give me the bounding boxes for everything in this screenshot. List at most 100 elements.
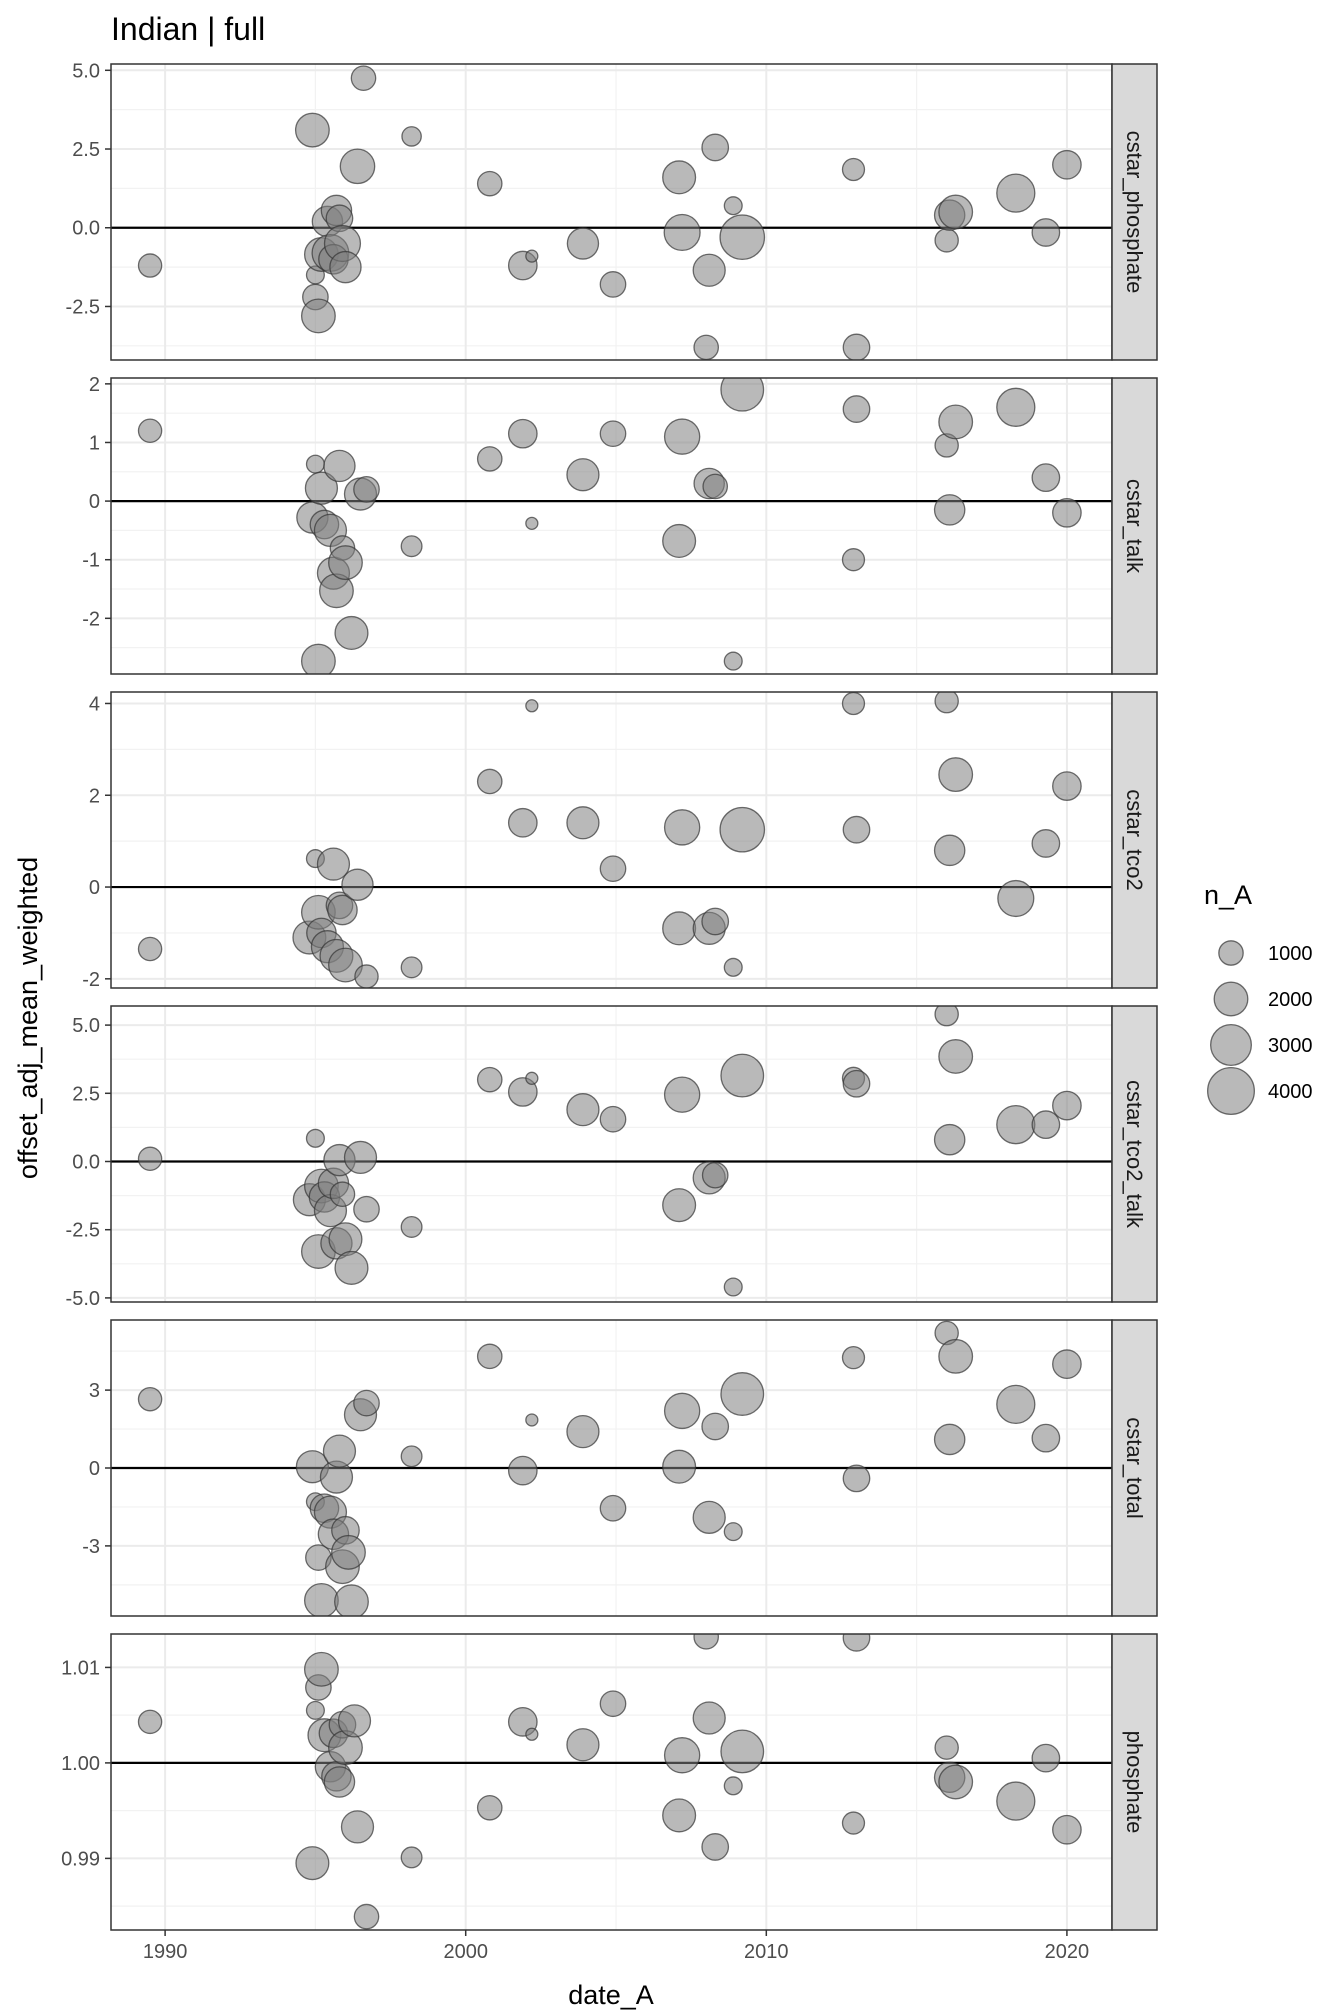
data-point <box>328 1222 363 1257</box>
data-point <box>997 879 1035 918</box>
facet-panels: -2.5 0.0 2.5 5.0 cstar_phosphate -2 -1 0 1 2 cstar… <box>61 60 1158 1931</box>
data-point <box>328 545 363 581</box>
legend-symbol <box>1213 981 1249 1017</box>
data-point <box>702 473 729 500</box>
data-point <box>137 1146 163 1172</box>
y-tick-label: 1.00 <box>61 1753 100 1775</box>
x-tick-label: 2010 <box>744 1941 789 1963</box>
data-point <box>663 809 701 846</box>
data-point <box>400 956 423 979</box>
data-point <box>723 957 743 977</box>
data-point <box>933 1123 966 1156</box>
data-point <box>525 249 539 263</box>
data-point <box>841 548 866 572</box>
y-tick-label: 0.0 <box>72 1152 100 1174</box>
facet-strip <box>1111 691 1158 989</box>
data-point <box>599 1690 627 1718</box>
points <box>137 1320 1082 1616</box>
facet-strip <box>1111 1005 1158 1303</box>
data-point <box>842 395 871 423</box>
y-tick-label: 3 <box>89 1380 100 1402</box>
data-point <box>525 1413 539 1427</box>
y-tick-label: 0 <box>89 1458 100 1480</box>
y-tick-label: -2.5 <box>66 1220 100 1242</box>
facet-panel-cstar_total: -3 0 3 cstar_total <box>82 1319 1158 1617</box>
facet-strip <box>1111 377 1158 675</box>
data-point <box>401 126 422 147</box>
data-point <box>1052 1090 1082 1121</box>
data-point <box>996 173 1036 213</box>
data-point <box>507 418 538 449</box>
data-point <box>996 387 1036 427</box>
points <box>137 378 1082 674</box>
data-point <box>662 1188 697 1223</box>
data-point <box>719 214 766 261</box>
data-point <box>329 1181 356 1208</box>
facet-strip <box>1111 1633 1158 1931</box>
y-tick-label: 2.5 <box>72 139 100 161</box>
data-point <box>842 1464 871 1493</box>
data-point <box>1031 1110 1061 1140</box>
data-point <box>842 815 871 844</box>
data-point <box>663 418 701 455</box>
facet-strip-label: cstar_talk <box>1122 479 1147 574</box>
data-point <box>525 516 539 531</box>
data-point <box>842 1069 871 1098</box>
x-axis: 1990 2000 2010 2020 <box>143 1930 1089 1963</box>
data-point <box>996 1781 1036 1821</box>
legend-symbol <box>1218 940 1244 966</box>
y-tick-label: 2.5 <box>72 1083 100 1105</box>
y-tick-label: -1 <box>82 550 100 572</box>
legend-symbol <box>1209 1023 1253 1067</box>
data-point <box>938 1039 974 1074</box>
facet-strip-label: cstar_total <box>1122 1417 1147 1519</box>
data-point <box>662 160 697 195</box>
facet-strip-label: cstar_phosphate <box>1122 131 1147 294</box>
data-point <box>701 1412 730 1441</box>
data-point <box>841 692 866 716</box>
data-point <box>566 806 600 840</box>
facet-strip-label: phosphate <box>1122 1731 1147 1834</box>
data-point <box>938 1338 974 1374</box>
data-point <box>353 1389 380 1417</box>
data-point <box>720 1372 765 1416</box>
data-point <box>933 1423 966 1456</box>
data-point <box>701 1161 729 1189</box>
legend-label: 2000 <box>1268 989 1313 1011</box>
legend: n_A 1000 2000 3000 4000 <box>1204 880 1313 1115</box>
data-point <box>1052 1349 1082 1380</box>
data-point <box>841 157 866 182</box>
data-point <box>525 1071 539 1085</box>
y-tick-label: 0.0 <box>72 218 100 240</box>
data-point <box>341 868 374 901</box>
facet-panel-phosphate: 0.99 1.00 1.01 phosphate <box>61 1633 1158 1931</box>
data-point <box>334 1584 369 1616</box>
data-point <box>353 1903 380 1930</box>
data-point <box>1031 829 1061 858</box>
y-tick-label: 2 <box>89 785 100 807</box>
data-point <box>137 418 163 444</box>
points <box>137 65 1082 360</box>
facet-panel-cstar_talk: -2 -1 0 1 2 cstar_talk <box>82 374 1158 675</box>
data-point <box>300 298 336 334</box>
data-point <box>1052 497 1082 528</box>
data-point <box>701 133 730 162</box>
gridlines <box>111 692 1112 988</box>
data-point <box>1031 218 1061 247</box>
data-point <box>566 1415 600 1449</box>
data-point <box>327 894 358 926</box>
data-point <box>720 1053 765 1098</box>
data-point <box>331 1534 366 1570</box>
data-point <box>933 494 966 526</box>
data-point <box>662 911 697 946</box>
data-point <box>353 1195 380 1223</box>
facet-panel-cstar_tco2: -2 0 2 4 cstar_tco2 <box>82 691 1158 991</box>
y-tick-label: 1 <box>89 432 100 454</box>
data-point <box>353 475 380 503</box>
data-point <box>476 1343 503 1370</box>
facet-strip-label: cstar_tco2 <box>1122 789 1147 891</box>
data-point <box>720 1729 765 1774</box>
data-point <box>339 148 376 185</box>
data-point <box>476 170 503 197</box>
